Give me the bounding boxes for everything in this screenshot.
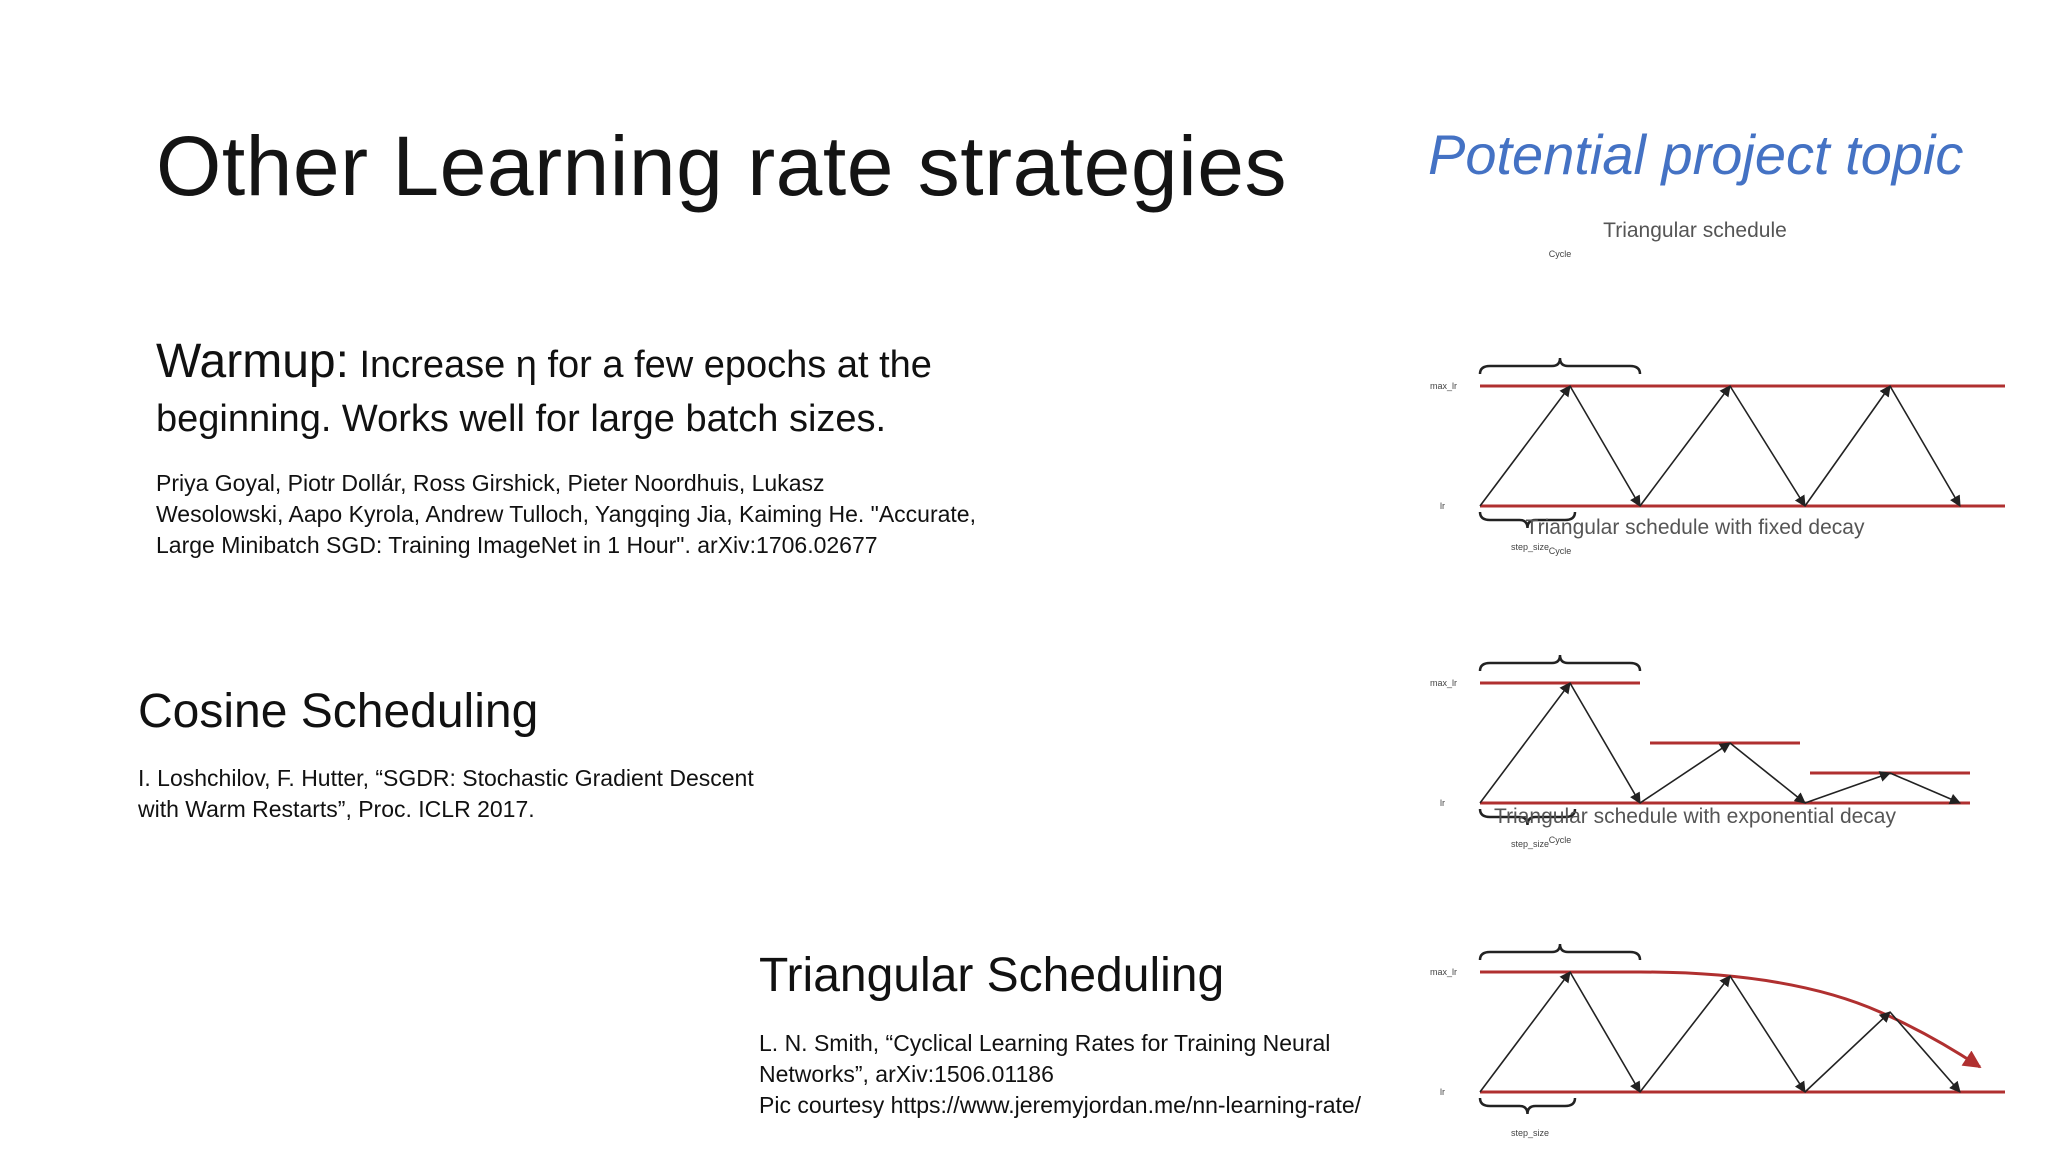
schedule-arrow (1639, 385, 1731, 507)
warmup-ref-line: Priya Goyal, Piotr Dollár, Ross Girshick… (156, 470, 825, 496)
schedule-arrow (1804, 1011, 1891, 1093)
lr-max-exp-decay-curve (1480, 970, 1982, 1069)
cosine-ref-line: with Warm Restarts”, Proc. ICLR 2017. (138, 796, 535, 822)
cycle-label: Cycle (1549, 546, 1572, 556)
warmup-description: Warmup: Increase η for a few epochs at t… (156, 335, 1016, 446)
cosine-ref-line: I. Loshchilov, F. Hutter, “SGDR: Stochas… (138, 765, 754, 791)
schedule-arrow (1639, 975, 1731, 1093)
step-size-label: step_size (1511, 1128, 1549, 1138)
brace (1478, 654, 1642, 672)
triangular-ref-line: L. N. Smith, “Cyclical Learning Rates fo… (759, 1030, 1331, 1056)
step-size-label: step_size (1511, 542, 1549, 552)
cosine-reference: I. Loshchilov, F. Hutter, “SGDR: Stochas… (138, 763, 798, 825)
warmup-reference: Priya Goyal, Piotr Dollár, Ross Girshick… (156, 468, 1016, 561)
triangular-heading: Triangular Scheduling (759, 949, 1225, 1002)
schedule-arrow (1804, 771, 1892, 804)
cycle-label: Cycle (1549, 835, 1572, 845)
step-size-label: step_size (1511, 839, 1549, 849)
project-topic-note: Potential project topic (1428, 123, 1964, 186)
schedule-arrow (1479, 971, 1571, 1093)
warmup-text-line1: Increase η for a few epochs at the (359, 344, 932, 386)
slide-title: Other Learning rate strategies (156, 119, 1287, 213)
brace (1478, 1097, 1577, 1115)
warmup-ref-line: Large Minibatch SGD: Training ImageNet i… (156, 532, 878, 558)
warmup-label: Warmup: (156, 335, 349, 388)
cycle-label: Cycle (1549, 249, 1572, 259)
triangular-ref-line: Pic courtesy https://www.jeremyjordan.me… (759, 1092, 1362, 1118)
max-lr-label: max_lr (1430, 967, 1457, 977)
lr-schedule-diagrams: Triangular scheduleCyclemax_lrlrstep_siz… (1430, 219, 2005, 1138)
max-lr-label: max_lr (1430, 381, 1457, 391)
schedule-arrow (1639, 742, 1731, 804)
diagram-title: Triangular schedule with exponential dec… (1494, 805, 1896, 828)
schedule-arrow (1569, 971, 1641, 1093)
schedule-arrow (1569, 682, 1641, 804)
cosine-heading: Cosine Scheduling (138, 685, 539, 738)
brace (1478, 943, 1642, 961)
warmup-text-line2: beginning. Works well for large batch si… (156, 398, 887, 440)
brace (1478, 357, 1642, 375)
lr-label: lr (1440, 1087, 1445, 1097)
schedule-arrow (1889, 385, 1961, 507)
schedule-arrow (1729, 385, 1806, 507)
brace (1478, 511, 1577, 529)
schedule-arrow (1889, 1011, 1961, 1093)
schedule-arrow (1729, 975, 1806, 1093)
warmup-ref-line: Wesolowski, Aapo Kyrola, Andrew Tulloch,… (156, 501, 976, 527)
triangular-reference: L. N. Smith, “Cyclical Learning Rates fo… (759, 1028, 1459, 1121)
schedule-arrow (1729, 742, 1806, 804)
diagram-title: Triangular schedule (1603, 219, 1787, 242)
triangular-ref-line: Networks”, arXiv:1506.01186 (759, 1061, 1054, 1087)
brace (1478, 808, 1577, 826)
max-lr-label: max_lr (1430, 678, 1457, 688)
lr-label: lr (1440, 501, 1445, 511)
schedule-arrow (1479, 682, 1571, 804)
schedule-arrow (1889, 772, 1962, 805)
diagram-title: Triangular schedule with fixed decay (1526, 516, 1865, 539)
schedule-arrow (1569, 385, 1641, 507)
lr-label: lr (1440, 798, 1445, 808)
schedule-arrow (1804, 385, 1891, 507)
schedule-arrow (1479, 385, 1571, 507)
